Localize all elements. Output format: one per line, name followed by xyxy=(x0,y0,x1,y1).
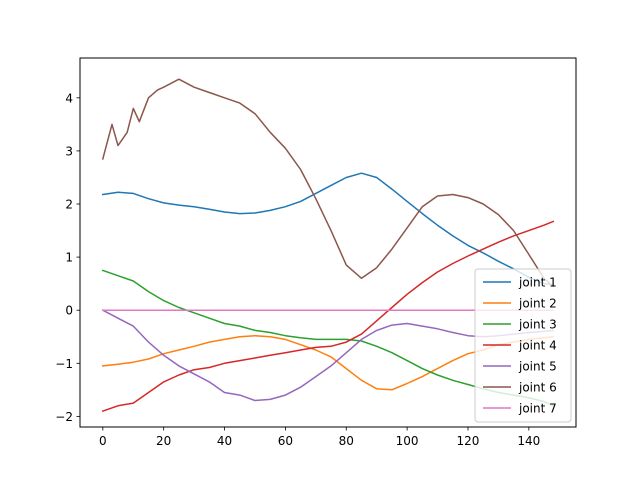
plot-area-frame xyxy=(79,57,577,428)
legend-label-5: joint 5 xyxy=(518,360,557,374)
series-line-4 xyxy=(101,220,555,413)
legend: joint 1 joint 2 joint 3 joint 4 joint 5 joint… xyxy=(474,268,572,423)
series-line-6 xyxy=(101,78,555,288)
x-tick-label: 100 xyxy=(396,434,419,448)
legend-label-4: joint 4 xyxy=(518,339,557,353)
series-line-1 xyxy=(101,172,555,286)
x-tick-label: 0 xyxy=(99,434,107,448)
y-tick-label: 0 xyxy=(65,304,73,318)
x-tick-label: 60 xyxy=(278,434,293,448)
legend-label-1: joint 1 xyxy=(518,276,557,290)
y-tick-label: 1 xyxy=(65,251,73,265)
legend-label-7: joint 7 xyxy=(518,402,557,416)
legend-label-6: joint 6 xyxy=(518,381,557,395)
x-tick-label: 80 xyxy=(339,434,354,448)
y-tick-label: 4 xyxy=(65,91,73,105)
x-tick-label: 120 xyxy=(457,434,480,448)
x-tick-label: 40 xyxy=(217,434,232,448)
y-tick-label: 3 xyxy=(65,144,73,158)
legend-label-3: joint 3 xyxy=(518,318,557,332)
legend-label-2: joint 2 xyxy=(518,297,557,311)
y-axis: −2 −1 0 1 2 3 4 xyxy=(55,91,80,424)
y-tick-label: 2 xyxy=(65,198,73,212)
y-tick-label: −2 xyxy=(55,410,73,424)
x-tick-label: 20 xyxy=(156,434,171,448)
y-tick-label: −1 xyxy=(55,357,73,371)
legend-box xyxy=(474,268,572,423)
x-tick-label: 140 xyxy=(517,434,540,448)
x-axis: 0 20 40 60 80 100 120 140 xyxy=(99,427,540,448)
